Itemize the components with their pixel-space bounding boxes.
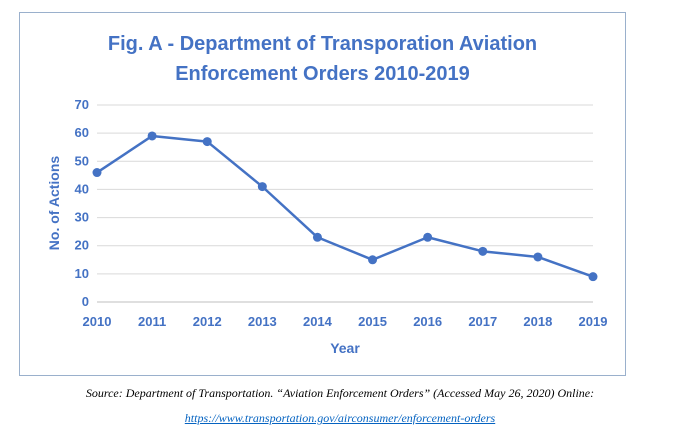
chart-frame: [19, 12, 626, 376]
x-tick-label: 2012: [193, 314, 222, 329]
y-axis-label: No. of Actions: [46, 156, 62, 251]
y-tick-label: 0: [82, 294, 89, 309]
y-tick-label: 20: [75, 238, 89, 253]
source-line-2: https://www.transportation.gov/airconsum…: [0, 411, 680, 426]
data-point-2016: [423, 232, 433, 242]
x-tick-label: 2016: [413, 314, 442, 329]
source-url-link[interactable]: https://www.transportation.gov/airconsum…: [184, 411, 496, 425]
source-citation: Source: Department of Transportation. “A…: [85, 386, 595, 400]
chart-title-line-2: Enforcement Orders 2010-2019: [175, 63, 470, 85]
y-tick-label: 50: [75, 153, 89, 168]
y-tick-labels: 0 10 20 30 40 50 60 70: [75, 97, 89, 309]
data-point-2011: [147, 131, 157, 141]
series-layer: [92, 131, 598, 282]
x-tick-label: 2017: [468, 314, 497, 329]
data-point-2019: [588, 272, 598, 282]
data-point-2010: [92, 168, 102, 178]
x-tick-label: 2013: [248, 314, 277, 329]
data-point-2017: [478, 246, 488, 256]
x-tick-label: 2011: [138, 314, 166, 329]
x-tick-label: 2018: [523, 314, 552, 329]
data-point-2012: [202, 137, 212, 147]
x-tick-label: 2010: [83, 314, 112, 329]
data-point-2015: [368, 255, 378, 265]
y-tick-label: 40: [75, 181, 89, 196]
series-line: [96, 134, 594, 278]
data-point-2014: [312, 232, 322, 242]
y-tick-label: 70: [75, 97, 89, 112]
y-tick-label: 30: [75, 210, 89, 225]
y-tick-label: 10: [75, 266, 89, 281]
gridlines: [97, 104, 593, 303]
chart-title-line-1: Fig. A - Department of Transporation Avi…: [107, 33, 538, 55]
x-tick-label: 2019: [579, 314, 608, 329]
x-tick-labels: 2010 2011 2012 2013 2014 2015 2016 2017 2018 2019: [83, 314, 608, 329]
x-tick-label: 2014: [303, 314, 333, 329]
data-point-2013: [257, 182, 267, 192]
data-point-2018: [533, 252, 543, 262]
x-tick-label: 2015: [358, 314, 387, 329]
x-axis-label: Year: [330, 340, 360, 356]
y-tick-label: 60: [75, 125, 89, 140]
